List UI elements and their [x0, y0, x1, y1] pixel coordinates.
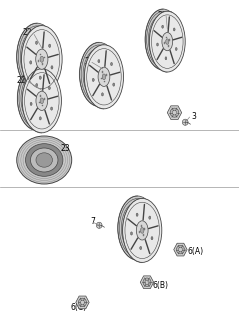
Ellipse shape: [111, 62, 113, 66]
Ellipse shape: [102, 74, 106, 80]
Polygon shape: [167, 106, 182, 119]
Ellipse shape: [40, 98, 43, 104]
Ellipse shape: [26, 144, 63, 176]
Ellipse shape: [92, 78, 94, 82]
Text: 2(A): 2(A): [85, 57, 101, 66]
Bar: [42, 105, 43, 106]
Ellipse shape: [40, 56, 44, 62]
Ellipse shape: [123, 198, 162, 262]
Ellipse shape: [30, 148, 58, 172]
Ellipse shape: [145, 280, 149, 284]
Text: 2(B): 2(B): [158, 11, 174, 20]
Ellipse shape: [102, 93, 103, 96]
Ellipse shape: [173, 28, 175, 31]
Ellipse shape: [170, 108, 179, 117]
Ellipse shape: [162, 25, 163, 28]
Bar: [169, 39, 170, 41]
Ellipse shape: [80, 43, 119, 107]
Text: 6(B): 6(B): [152, 281, 168, 290]
Bar: [44, 98, 45, 100]
Ellipse shape: [51, 66, 53, 69]
Ellipse shape: [49, 44, 51, 47]
Text: 3: 3: [191, 112, 196, 121]
Bar: [101, 78, 102, 79]
Text: 22(B): 22(B): [17, 76, 37, 85]
Bar: [168, 45, 169, 47]
Ellipse shape: [136, 221, 148, 240]
Ellipse shape: [39, 117, 41, 120]
Bar: [141, 225, 142, 227]
Bar: [40, 95, 41, 97]
Text: 7: 7: [90, 217, 95, 226]
Bar: [40, 54, 41, 55]
Polygon shape: [17, 23, 42, 93]
Ellipse shape: [17, 23, 57, 91]
Ellipse shape: [98, 60, 100, 63]
Ellipse shape: [175, 47, 177, 51]
Ellipse shape: [98, 67, 110, 86]
Ellipse shape: [84, 45, 124, 109]
Bar: [139, 231, 140, 233]
Polygon shape: [174, 243, 187, 256]
Ellipse shape: [179, 247, 182, 252]
Bar: [44, 57, 45, 58]
Ellipse shape: [151, 236, 153, 240]
Ellipse shape: [36, 153, 52, 167]
Ellipse shape: [165, 57, 167, 60]
Ellipse shape: [36, 49, 48, 69]
Ellipse shape: [96, 222, 102, 228]
Text: 6(A): 6(A): [188, 247, 204, 256]
Bar: [42, 63, 43, 65]
Text: 6(C): 6(C): [71, 303, 87, 312]
Polygon shape: [80, 43, 104, 109]
Ellipse shape: [149, 216, 151, 219]
Ellipse shape: [143, 278, 151, 286]
Ellipse shape: [182, 119, 188, 125]
Polygon shape: [140, 276, 154, 289]
Ellipse shape: [145, 9, 181, 70]
Ellipse shape: [30, 102, 32, 106]
Text: 23: 23: [60, 144, 70, 153]
Bar: [166, 36, 167, 38]
Ellipse shape: [149, 11, 185, 72]
Bar: [38, 60, 39, 62]
Ellipse shape: [157, 43, 158, 46]
Ellipse shape: [36, 41, 38, 44]
Text: 22(A): 22(A): [23, 28, 43, 37]
Ellipse shape: [118, 196, 157, 260]
Ellipse shape: [81, 300, 84, 305]
Ellipse shape: [22, 26, 62, 93]
Bar: [164, 42, 165, 44]
Ellipse shape: [113, 83, 115, 86]
Ellipse shape: [49, 86, 50, 90]
Ellipse shape: [176, 245, 185, 254]
Ellipse shape: [162, 33, 173, 51]
Polygon shape: [118, 196, 142, 262]
Ellipse shape: [17, 136, 72, 184]
Ellipse shape: [140, 246, 142, 250]
Ellipse shape: [30, 61, 32, 64]
Ellipse shape: [17, 67, 57, 131]
Ellipse shape: [172, 110, 177, 115]
Ellipse shape: [36, 91, 48, 110]
Ellipse shape: [136, 213, 138, 216]
Bar: [145, 228, 146, 229]
Ellipse shape: [130, 232, 132, 235]
Ellipse shape: [51, 107, 53, 110]
Polygon shape: [17, 67, 42, 133]
Ellipse shape: [39, 76, 41, 79]
Ellipse shape: [78, 298, 87, 307]
Bar: [106, 74, 107, 76]
Bar: [143, 234, 144, 236]
Ellipse shape: [141, 228, 144, 233]
Polygon shape: [76, 296, 89, 309]
Polygon shape: [145, 9, 167, 72]
Ellipse shape: [36, 84, 38, 87]
Bar: [38, 102, 39, 103]
Ellipse shape: [166, 39, 169, 44]
Bar: [104, 81, 105, 82]
Ellipse shape: [22, 69, 61, 133]
